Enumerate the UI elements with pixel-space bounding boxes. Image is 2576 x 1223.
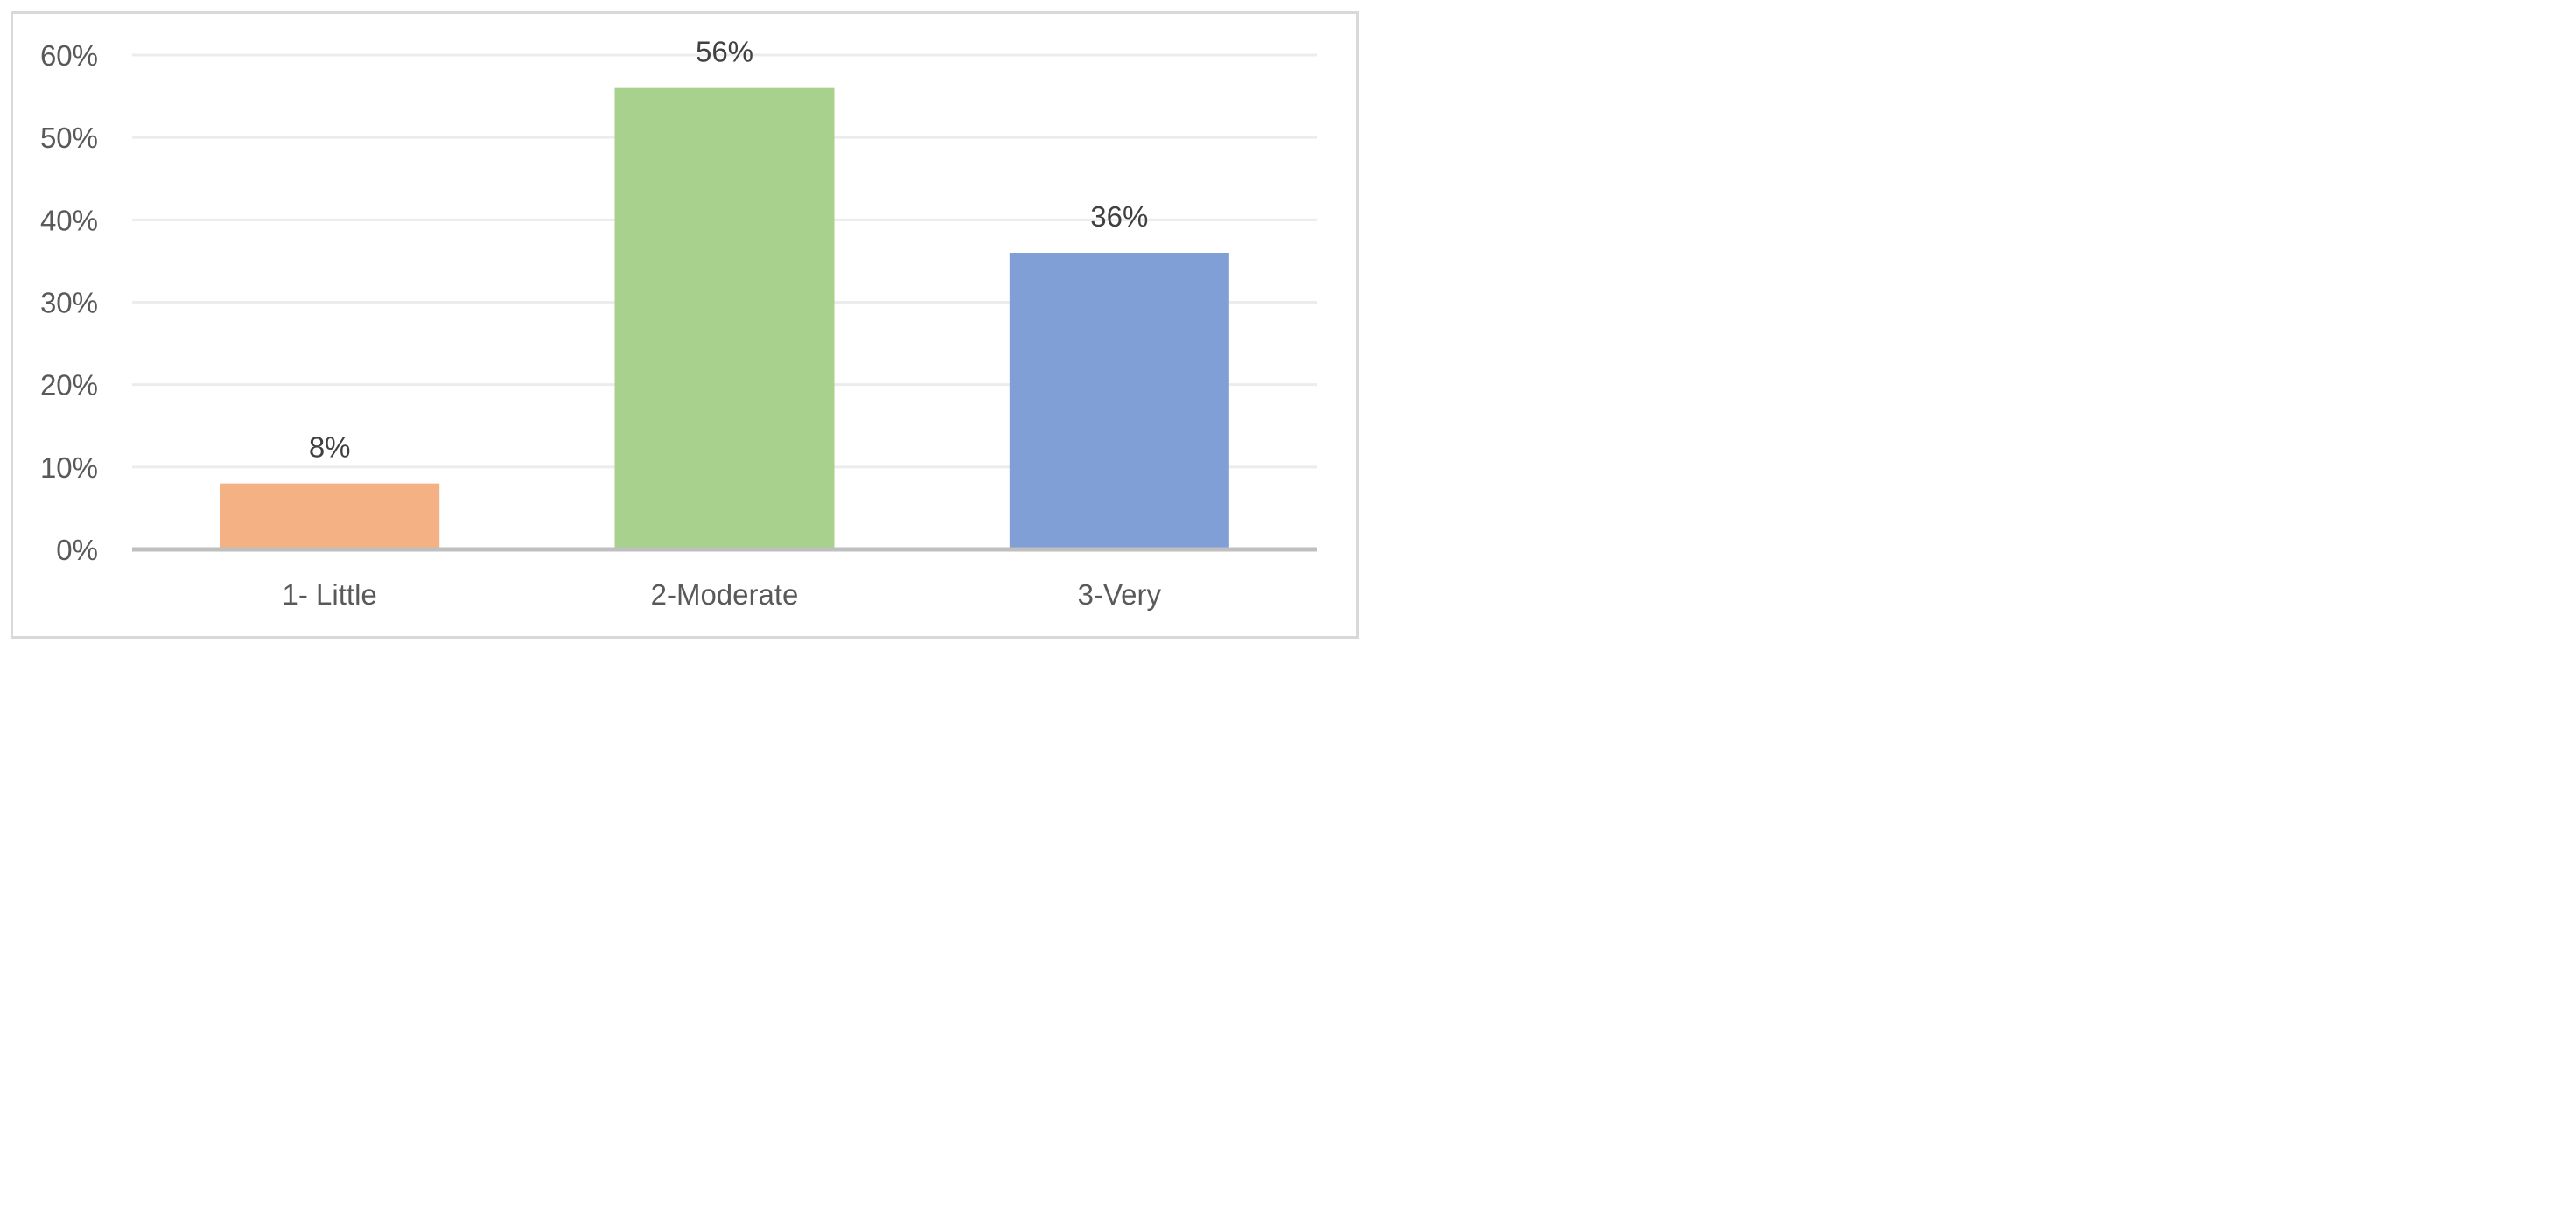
y-tick-label: 10% (40, 451, 98, 484)
bar-2 (614, 87, 835, 549)
bars (220, 87, 1229, 549)
x-tick-label-2: 2-Moderate (651, 578, 799, 611)
data-label-3: 36% (1090, 200, 1148, 233)
x-tick-label-3: 3-Very (1078, 578, 1162, 611)
data-label-1: 8% (309, 431, 351, 464)
data-labels: 8% 56% 36% (309, 36, 1149, 464)
bar-chart: 0% 10% 20% 30% 40% 50% 60% 8% 56% 36% 1- Little 2… (40, 36, 1317, 611)
x-axis-tick-labels: 1- Little 2-Moderate 3-Very (283, 578, 1162, 611)
y-tick-label: 60% (40, 39, 98, 72)
bar-1 (220, 483, 440, 549)
data-label-2: 56% (696, 36, 753, 68)
y-tick-label: 20% (40, 369, 98, 402)
y-tick-label: 30% (40, 287, 98, 319)
y-tick-label: 0% (56, 534, 98, 566)
x-tick-label-1: 1- Little (283, 578, 377, 611)
y-tick-label: 40% (40, 204, 98, 236)
bar-3 (1009, 253, 1229, 549)
y-axis-tick-labels: 0% 10% 20% 30% 40% 50% 60% (40, 39, 98, 566)
y-tick-label: 50% (40, 122, 98, 154)
